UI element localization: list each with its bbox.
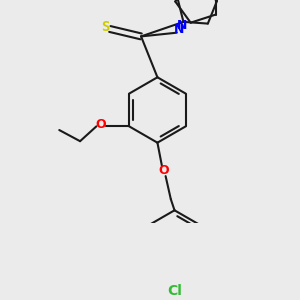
Text: N: N	[174, 23, 184, 36]
Text: N: N	[177, 19, 187, 32]
Text: O: O	[96, 118, 106, 131]
Text: Cl: Cl	[167, 284, 182, 298]
Text: S: S	[101, 20, 110, 34]
Text: O: O	[158, 164, 169, 177]
